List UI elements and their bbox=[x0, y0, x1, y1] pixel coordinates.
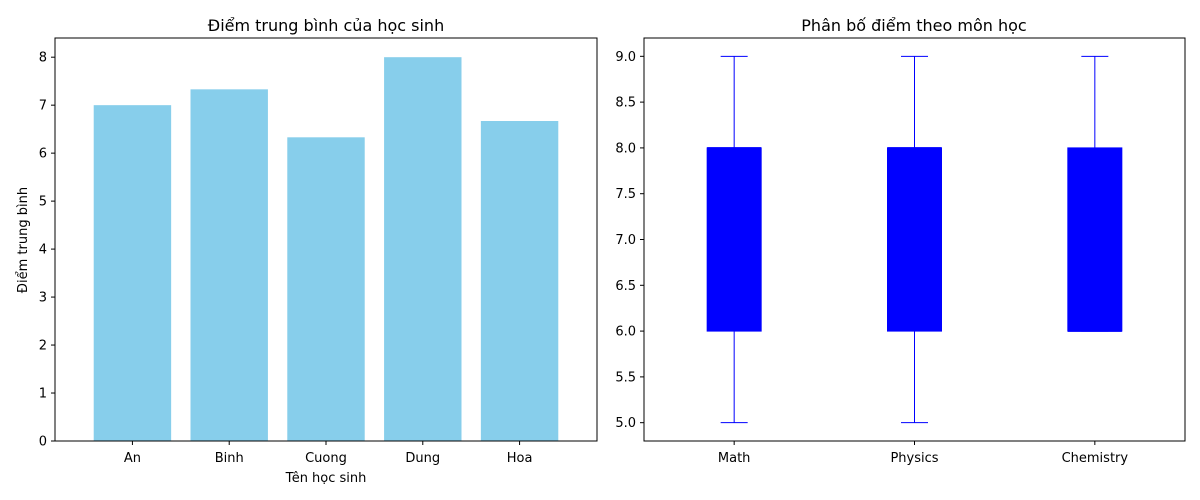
y-tick-label: 6.0 bbox=[615, 325, 636, 340]
y-tick-label: 7.5 bbox=[615, 187, 636, 202]
x-tick-label: An bbox=[124, 451, 141, 466]
box bbox=[706, 147, 762, 332]
y-tick-label: 5.5 bbox=[615, 370, 636, 385]
bar-plot-frame bbox=[54, 37, 598, 442]
x-tick-label: Dung bbox=[405, 451, 440, 466]
bar bbox=[190, 89, 268, 441]
box bbox=[887, 147, 942, 332]
y-tick-label: 8.0 bbox=[615, 141, 636, 156]
y-tick-label: 9.0 bbox=[615, 50, 636, 65]
y-tick-label: 5.0 bbox=[615, 416, 636, 431]
bar-y-axis-ticks: 0 1 2 3 4 5 6 7 8 bbox=[39, 51, 55, 450]
bar bbox=[384, 57, 462, 441]
y-tick-label: 7.0 bbox=[615, 233, 636, 248]
y-tick-label: 5 bbox=[39, 195, 47, 210]
bar-series bbox=[93, 57, 559, 442]
box-y-axis-ticks: 5.0 5.5 6.0 6.5 7.0 7.5 8.0 8.5 9.0 bbox=[615, 50, 644, 431]
y-tick-label: 8 bbox=[39, 51, 47, 66]
bar bbox=[287, 137, 365, 441]
x-tick-label: Binh bbox=[215, 451, 244, 466]
y-tick-label: 8.5 bbox=[615, 96, 636, 111]
box-x-axis-ticks: Math Physics Chemistry bbox=[718, 441, 1128, 466]
x-tick-label: Math bbox=[718, 451, 751, 466]
box-chart-title: Phân bố điểm theo môn học bbox=[801, 16, 1026, 35]
y-tick-label: 6 bbox=[39, 147, 47, 162]
y-tick-label: 6.5 bbox=[615, 279, 636, 294]
y-tick-label: 2 bbox=[39, 339, 47, 354]
bar-chart-title: Điểm trung bình của học sinh bbox=[208, 16, 444, 35]
y-tick-label: 0 bbox=[39, 435, 47, 450]
box-plot-frame bbox=[643, 37, 1186, 442]
bar-x-axis-label: Tên học sinh bbox=[285, 471, 367, 486]
bar-x-axis-ticks: An Binh Cuong Dung Hoa bbox=[124, 441, 533, 466]
box-series bbox=[706, 55, 1123, 424]
box-chart: Phân bố điểm theo môn học 5.0 5.5 6.0 6.5 7.… bbox=[615, 16, 1186, 466]
bar-chart: Điểm trung bình của học sinh 0 1 2 3 4 5 6 7 8 A… bbox=[16, 16, 598, 486]
bar bbox=[93, 105, 172, 442]
x-tick-label: Hoa bbox=[507, 451, 533, 466]
y-tick-label: 7 bbox=[39, 99, 47, 114]
y-tick-label: 4 bbox=[39, 243, 47, 258]
x-tick-label: Cuong bbox=[305, 451, 347, 466]
bar bbox=[480, 120, 559, 441]
x-tick-label: Physics bbox=[890, 451, 938, 466]
y-tick-label: 1 bbox=[39, 387, 47, 402]
box bbox=[1067, 147, 1123, 332]
x-tick-label: Chemistry bbox=[1062, 451, 1129, 466]
y-tick-label: 3 bbox=[39, 291, 47, 306]
bar-y-axis-label: Điểm trung bình bbox=[16, 187, 31, 293]
